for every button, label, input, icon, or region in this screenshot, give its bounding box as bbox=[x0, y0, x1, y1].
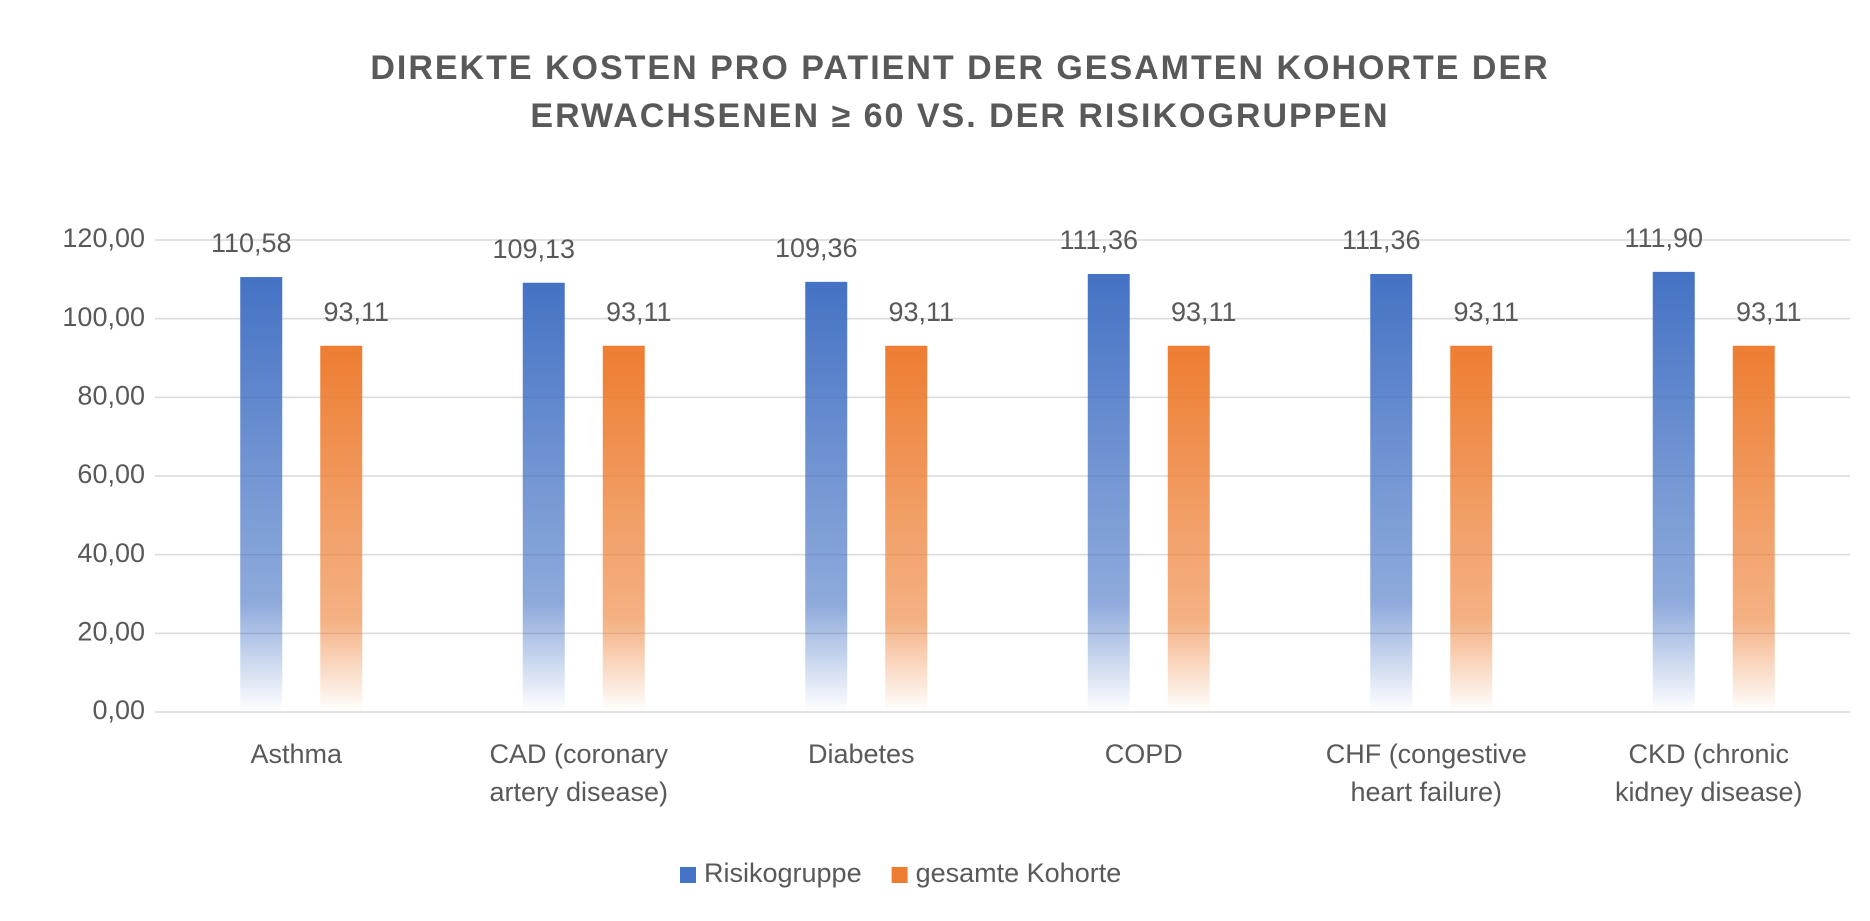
chart-title: DIREKTE KOSTEN PRO PATIENT DER GESAMTEN … bbox=[370, 49, 1549, 87]
y-tick-label: 100,00 bbox=[62, 302, 145, 332]
legend-label: gesamte Kohorte bbox=[916, 858, 1122, 888]
legend-swatch bbox=[680, 867, 696, 883]
data-label: 93,11 bbox=[888, 297, 954, 327]
bar bbox=[240, 277, 283, 712]
y-tick-label: 20,00 bbox=[77, 616, 145, 646]
data-label: 93,11 bbox=[1453, 297, 1519, 327]
bar bbox=[320, 345, 363, 712]
chart-title: ERWACHSENEN ≥ 60 VS. DER RISIKOGRUPPEN bbox=[530, 97, 1389, 135]
y-tick-label: 120,00 bbox=[62, 223, 145, 253]
bar bbox=[522, 282, 565, 712]
y-tick-label: 60,00 bbox=[77, 459, 145, 489]
data-label: 111,36 bbox=[1342, 225, 1421, 255]
bar bbox=[885, 345, 928, 712]
x-tick-label: Diabetes bbox=[807, 739, 915, 769]
x-tick-label: COPD bbox=[1104, 739, 1183, 769]
bar bbox=[1732, 345, 1775, 712]
data-label: 111,36 bbox=[1059, 225, 1138, 255]
y-tick-label: 0,00 bbox=[92, 695, 145, 725]
legend-label: Risikogruppe bbox=[704, 858, 862, 888]
data-label: 93,11 bbox=[1736, 297, 1802, 327]
bar bbox=[1167, 345, 1210, 712]
bar bbox=[602, 345, 645, 712]
bar bbox=[1652, 271, 1695, 712]
y-tick-label: 40,00 bbox=[77, 538, 145, 568]
data-label: 93,11 bbox=[323, 297, 389, 327]
data-label: 111,90 bbox=[1624, 223, 1703, 253]
data-label: 109,36 bbox=[775, 233, 858, 263]
x-tick-label: Asthma bbox=[250, 739, 343, 769]
data-label: 93,11 bbox=[606, 297, 672, 327]
bar bbox=[805, 281, 848, 712]
data-label: 110,58 bbox=[211, 228, 292, 258]
bar bbox=[1370, 273, 1413, 712]
y-tick-label: 80,00 bbox=[77, 380, 145, 410]
x-tick-label: CHF (congestive heart failure) bbox=[1325, 739, 1527, 807]
data-label: 109,13 bbox=[492, 234, 575, 264]
bar bbox=[1450, 345, 1493, 712]
x-tick-label: CKD (chronic kidney disease) bbox=[1614, 739, 1803, 807]
legend-swatch bbox=[891, 867, 908, 883]
data-label: 93,11 bbox=[1171, 297, 1237, 327]
x-tick-label: CAD (coronary artery disease) bbox=[489, 739, 669, 807]
bar bbox=[1087, 273, 1130, 712]
